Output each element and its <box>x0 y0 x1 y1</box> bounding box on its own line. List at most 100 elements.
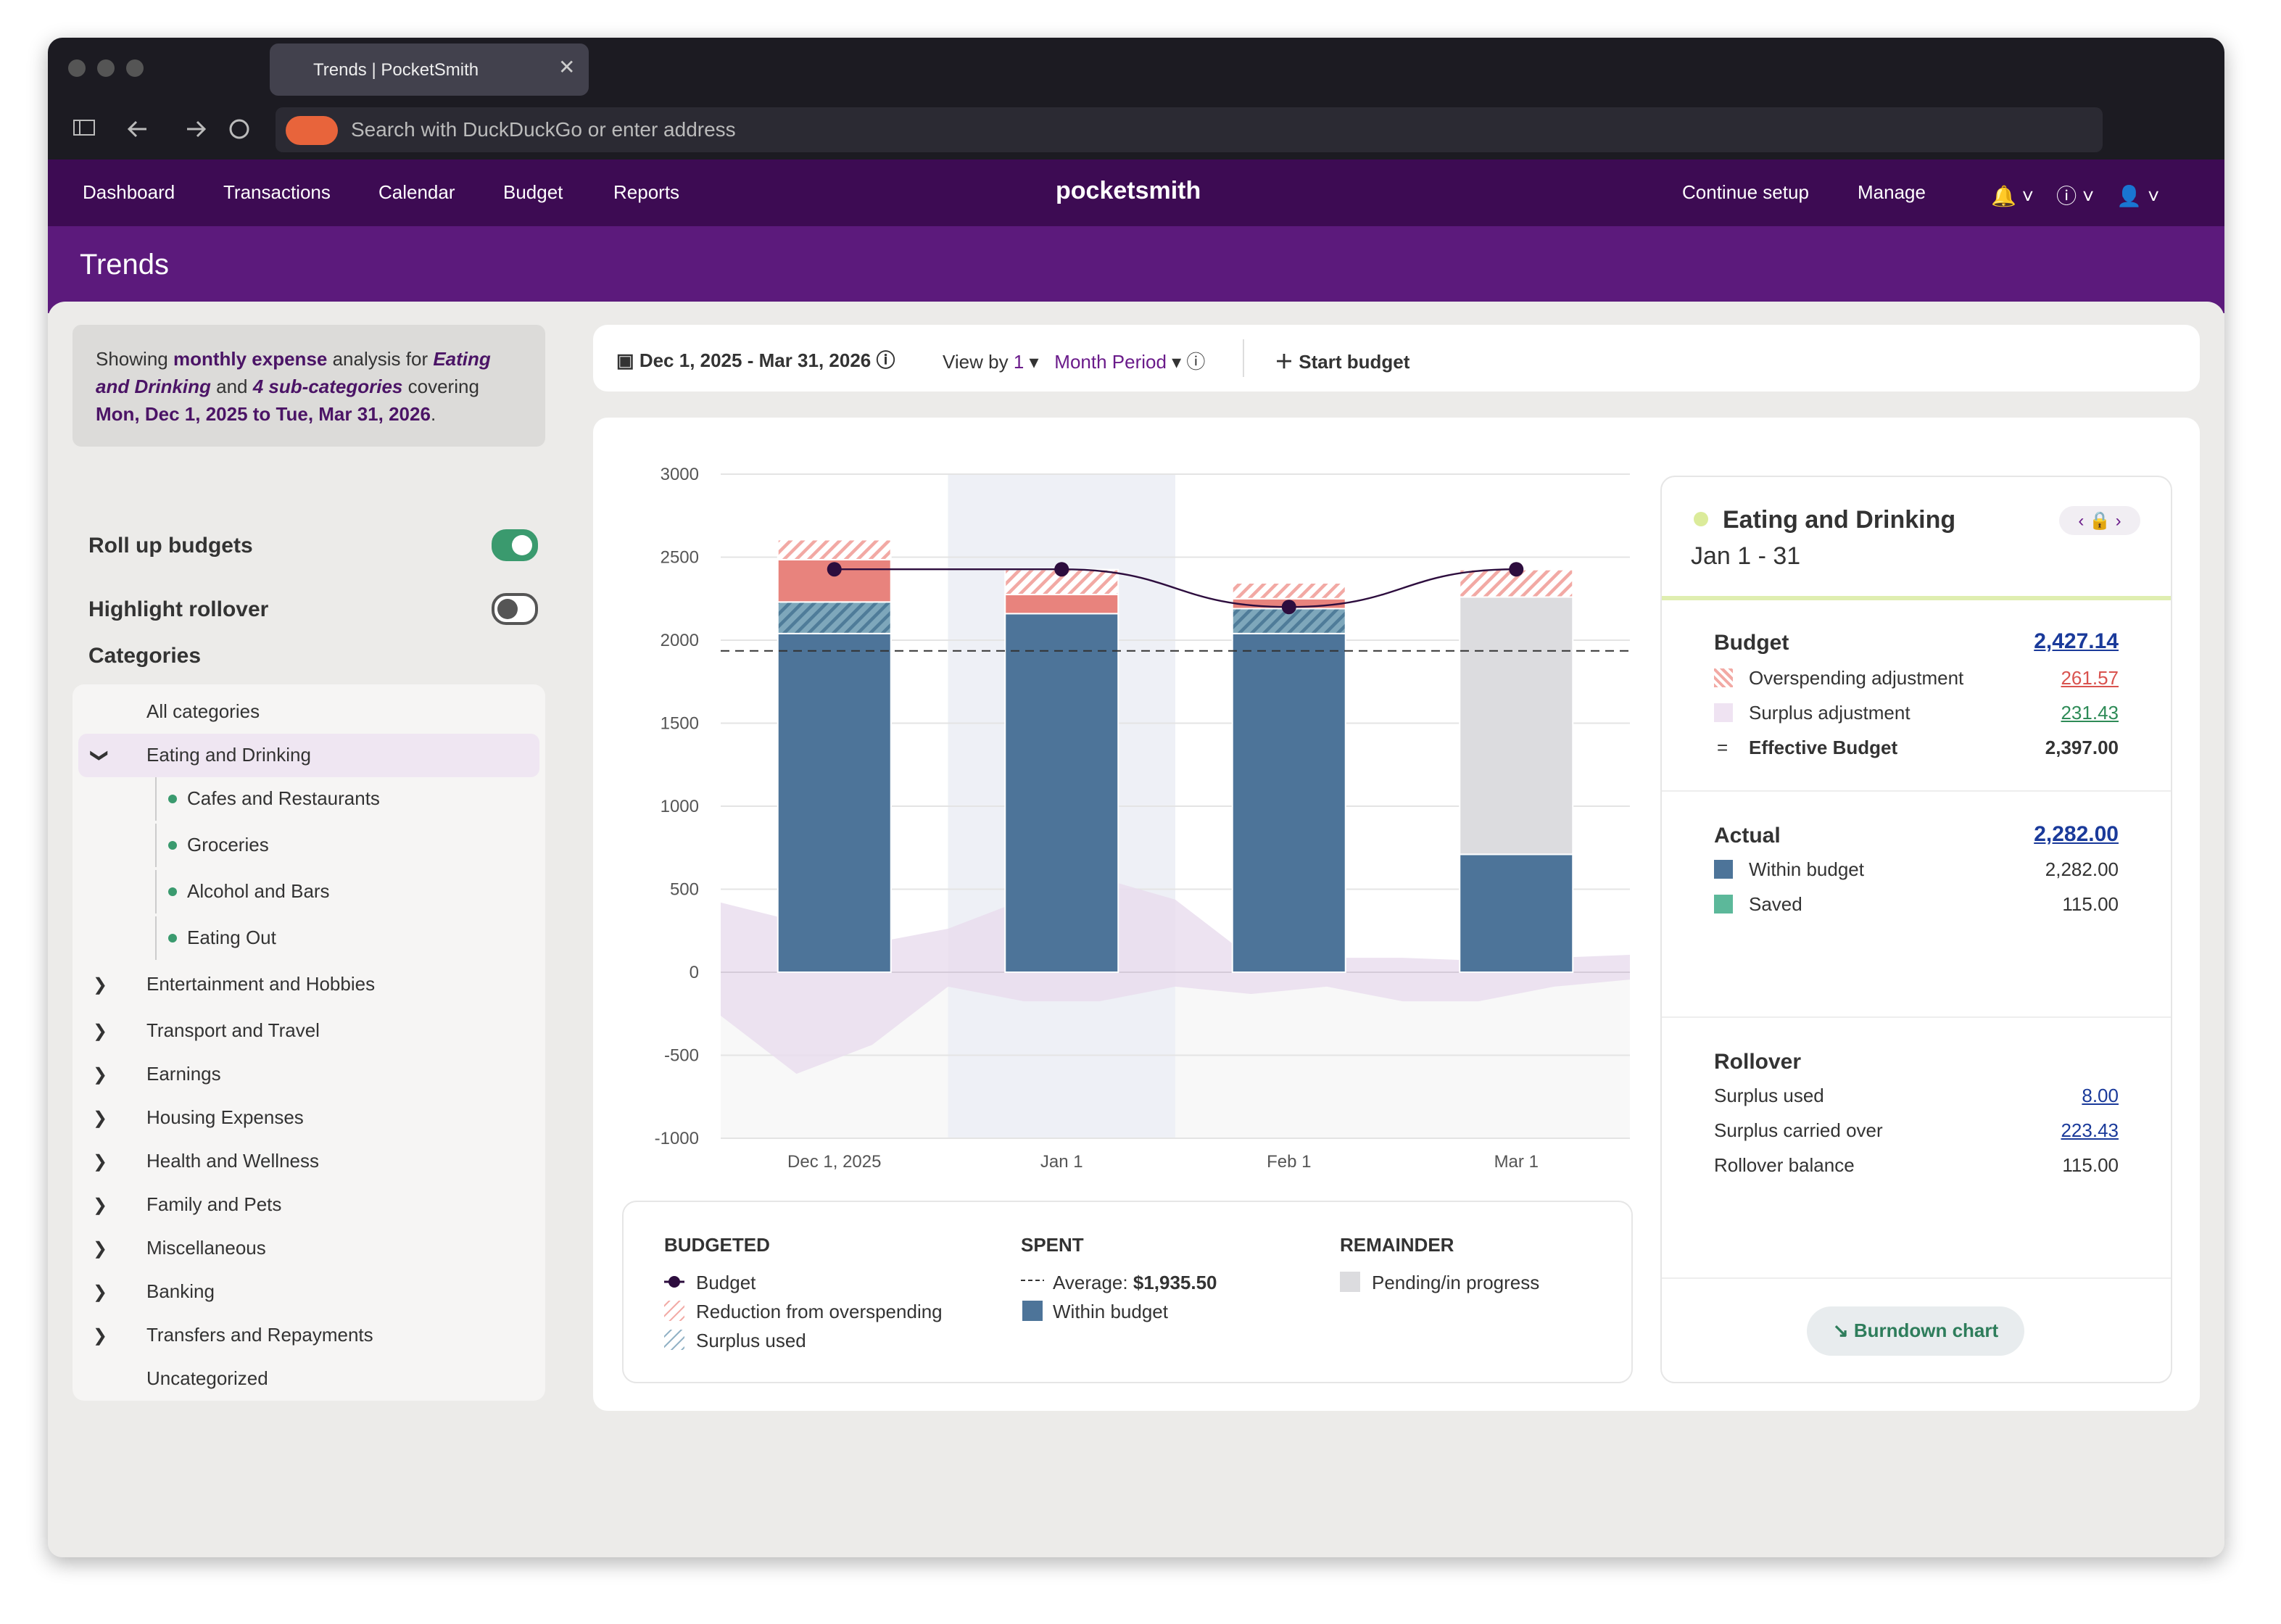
y-tick-label: 0 <box>690 963 699 982</box>
summary: Showing monthly expense analysis for Eat… <box>73 325 545 447</box>
panel-nav[interactable]: ‹ 🔒 › <box>2059 506 2140 535</box>
brand[interactable]: pocketsmith <box>1056 177 1201 204</box>
category-label: All categories <box>146 700 260 722</box>
legend-swatches <box>664 1272 1360 1350</box>
category-row[interactable]: ❯ Transfers and Repayments <box>73 1314 545 1357</box>
bar-segment <box>1459 853 1574 974</box>
address-bar[interactable]: Search with DuckDuckGo or enter address <box>276 107 2103 152</box>
legend-heading: REMAINDER <box>1340 1234 1454 1256</box>
dot <box>168 934 177 942</box>
category-row[interactable]: Cafes and Restaurants <box>73 777 545 821</box>
row-symbol: = <box>1717 737 1729 758</box>
nav-item[interactable]: Calendar <box>378 181 455 203</box>
category-row[interactable]: ❯ Transport and Travel <box>73 1009 545 1053</box>
tab[interactable]: Trends | PocketSmith <box>270 44 589 96</box>
category-row[interactable]: ❯ Health and Wellness <box>73 1140 545 1183</box>
category-label: Family and Pets <box>146 1193 282 1215</box>
category-row[interactable]: All categories <box>73 690 545 734</box>
panel-title: Eating and Drinking <box>1723 506 1956 534</box>
row-value: 115.00 <box>2062 893 2119 915</box>
category-row[interactable]: Eating Out <box>73 916 545 960</box>
category-label: Cafes and Restaurants <box>187 787 380 809</box>
x-tick-label: Mar 1 <box>1494 1152 1539 1172</box>
nav-item[interactable]: Transactions <box>223 181 331 203</box>
bar-segment <box>1459 568 1574 598</box>
legend-item: Budget <box>696 1272 756 1293</box>
bar-segment <box>777 539 892 560</box>
date-range[interactable]: ▣ Dec 1, 2025 - Mar 31, 2026 ⓘ <box>616 349 895 371</box>
icons[interactable]: 🔔 ˅ ⓘ ˅ 👤 ˅ <box>1991 184 2160 207</box>
category-row[interactable]: Alcohol and Bars <box>73 870 545 914</box>
period: Month Period <box>1054 351 1167 373</box>
page-title: Trends <box>80 249 170 281</box>
nav-item[interactable]: Dashboard <box>83 181 175 203</box>
category-row[interactable]: ❯ Eating and Drinking <box>78 734 539 777</box>
budget-point <box>1509 562 1524 577</box>
swatch <box>1714 668 1733 687</box>
bar-segment <box>1459 596 1574 856</box>
summary-text: and <box>210 376 253 397</box>
category-label: Entertainment and Hobbies <box>146 973 376 995</box>
average-value: $1,935.50 <box>1133 1272 1217 1293</box>
dot <box>168 795 177 803</box>
budget-point <box>1054 562 1069 577</box>
row-value: 2,282.00 <box>2045 858 2119 880</box>
search-engine[interactable] <box>286 116 338 145</box>
legend-item: Within budget <box>1053 1301 1168 1322</box>
nav-item[interactable]: Reports <box>613 181 680 203</box>
burndown-button[interactable]: ↘ Burndown chart <box>1807 1306 2024 1356</box>
toggle-knob <box>497 599 518 619</box>
toggle-switch[interactable] <box>492 593 538 625</box>
toggle-switch[interactable] <box>492 529 538 561</box>
category-row[interactable]: ❯ Banking <box>73 1270 545 1314</box>
chart: -1000 -500 0 500 1000 1500 2000 2500 3000 Dec 1, … <box>655 465 1630 1172</box>
dot <box>168 841 177 850</box>
section-heading: Actual <box>1714 824 1781 848</box>
summary-text: covering <box>402 376 479 397</box>
bar-segment <box>1231 581 1346 600</box>
row-label: Saved <box>1749 893 1802 915</box>
category-row[interactable]: ❯ Entertainment and Hobbies <box>73 963 545 1006</box>
row-label: Overspending adjustment <box>1749 667 1964 689</box>
row-value[interactable]: 261.57 <box>2061 667 2119 689</box>
divider <box>1662 790 2171 792</box>
category-label: Transfers and Repayments <box>146 1324 373 1346</box>
bar-segment <box>1004 613 1119 973</box>
setup-link[interactable]: Continue setup <box>1682 181 1809 203</box>
row-value: 115.00 <box>2062 1154 2119 1176</box>
summary-text: 4 sub-categories <box>252 376 403 397</box>
legend-item: Reduction from overspending <box>696 1301 943 1322</box>
swatch <box>1714 703 1733 722</box>
category-row[interactable]: ❯ Housing Expenses <box>73 1096 545 1140</box>
start-budget[interactable]: ＋ Start budget <box>1275 351 1410 373</box>
tree-line <box>155 916 157 960</box>
category-label: Uncategorized <box>146 1367 268 1389</box>
summary-text: monthly expense <box>173 348 328 370</box>
tab-close[interactable]: ✕ <box>558 55 576 78</box>
category-row[interactable]: Groceries <box>73 824 545 867</box>
divider <box>1662 1277 2171 1279</box>
row-value[interactable]: 231.43 <box>2061 702 2119 724</box>
toolbar: ▣ Dec 1, 2025 - Mar 31, 2026 ⓘ View by 1… <box>593 325 2200 392</box>
x-tick-label: Feb 1 <box>1267 1152 1311 1172</box>
toggle-row: Highlight rollover <box>88 593 538 625</box>
view-by[interactable]: View by 1 ▾ Month Period ▾ ⓘ <box>943 351 1206 373</box>
category-label: Miscellaneous <box>146 1237 266 1259</box>
category-row[interactable]: ❯ Earnings <box>73 1053 545 1096</box>
category-label: Earnings <box>146 1063 221 1085</box>
divider <box>1662 1016 2171 1018</box>
row-value[interactable]: 223.43 <box>2061 1119 2119 1141</box>
category-row[interactable]: ❯ Miscellaneous <box>73 1227 545 1270</box>
actual-total[interactable]: 2,282.00 <box>2034 822 2119 847</box>
category-row[interactable]: ❯ Family and Pets <box>73 1183 545 1227</box>
nav-item[interactable]: Budget <box>503 181 563 203</box>
manage-menu[interactable]: Manage <box>1858 181 1926 203</box>
expander: ❯ <box>93 1064 108 1085</box>
budget-total[interactable]: 2,427.14 <box>2034 629 2119 654</box>
row-value[interactable]: 8.00 <box>2082 1085 2119 1106</box>
toggle-label: Highlight rollover <box>88 597 269 622</box>
y-tick-label: 1500 <box>661 714 699 734</box>
summary-text: Eating and Drinking <box>96 348 491 397</box>
category-row[interactable]: Uncategorized <box>73 1357 545 1401</box>
bar-segment <box>1231 632 1346 974</box>
